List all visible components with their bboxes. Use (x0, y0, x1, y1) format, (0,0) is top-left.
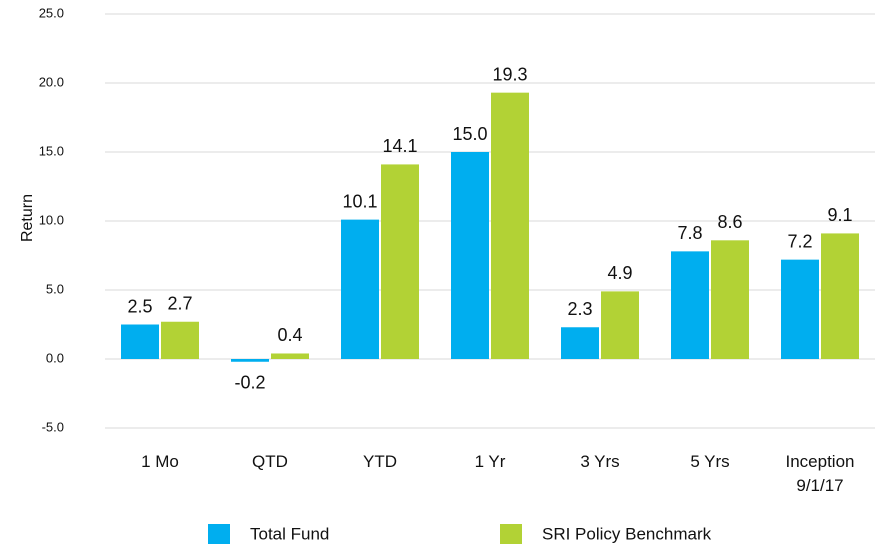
data-label: 2.5 (127, 296, 152, 316)
bar (561, 327, 599, 359)
y-axis-title: Return (19, 194, 36, 242)
data-label: 14.1 (382, 136, 417, 156)
data-label: -0.2 (234, 373, 265, 393)
legend-swatch (500, 524, 522, 544)
bar (601, 291, 639, 359)
y-tick-label: 20.0 (39, 74, 64, 89)
bar (121, 324, 159, 359)
bar (341, 219, 379, 359)
y-tick-label: -5.0 (42, 419, 64, 434)
data-label: 0.4 (277, 325, 302, 345)
data-label: 7.2 (787, 231, 812, 251)
legend-label: Total Fund (250, 524, 329, 543)
y-tick-label: 5.0 (46, 281, 64, 296)
x-tick-label: 1 Mo (141, 452, 179, 471)
bar (161, 321, 199, 359)
x-tick-label: YTD (363, 452, 397, 471)
y-tick-label: 25.0 (39, 5, 64, 20)
y-tick-label: 15.0 (39, 143, 64, 158)
x-tick-label: QTD (252, 452, 288, 471)
data-label: 9.1 (827, 205, 852, 225)
x-tick-label: 5 Yrs (690, 452, 730, 471)
bar (451, 152, 489, 359)
x-tick-label: 3 Yrs (580, 452, 620, 471)
y-tick-label: 10.0 (39, 212, 64, 227)
data-label: 7.8 (677, 223, 702, 243)
bar (231, 359, 269, 362)
bar (711, 240, 749, 359)
bar (821, 233, 859, 359)
data-label: 8.6 (717, 212, 742, 232)
data-label: 2.7 (167, 293, 192, 313)
legend-swatch (208, 524, 230, 544)
data-label: 15.0 (452, 124, 487, 144)
data-label: 19.3 (492, 64, 527, 84)
bar (381, 164, 419, 359)
legend-label: SRI Policy Benchmark (542, 524, 712, 543)
bar (781, 259, 819, 359)
bar (671, 251, 709, 359)
y-tick-label: 0.0 (46, 350, 64, 365)
bar (271, 353, 309, 359)
data-label: 2.3 (567, 299, 592, 319)
x-tick-label: 1 Yr (474, 452, 506, 471)
x-tick-label: Inception 9/1/17 (785, 452, 855, 495)
bar (491, 92, 529, 359)
data-label: 4.9 (607, 263, 632, 283)
data-label: 10.1 (342, 191, 377, 211)
